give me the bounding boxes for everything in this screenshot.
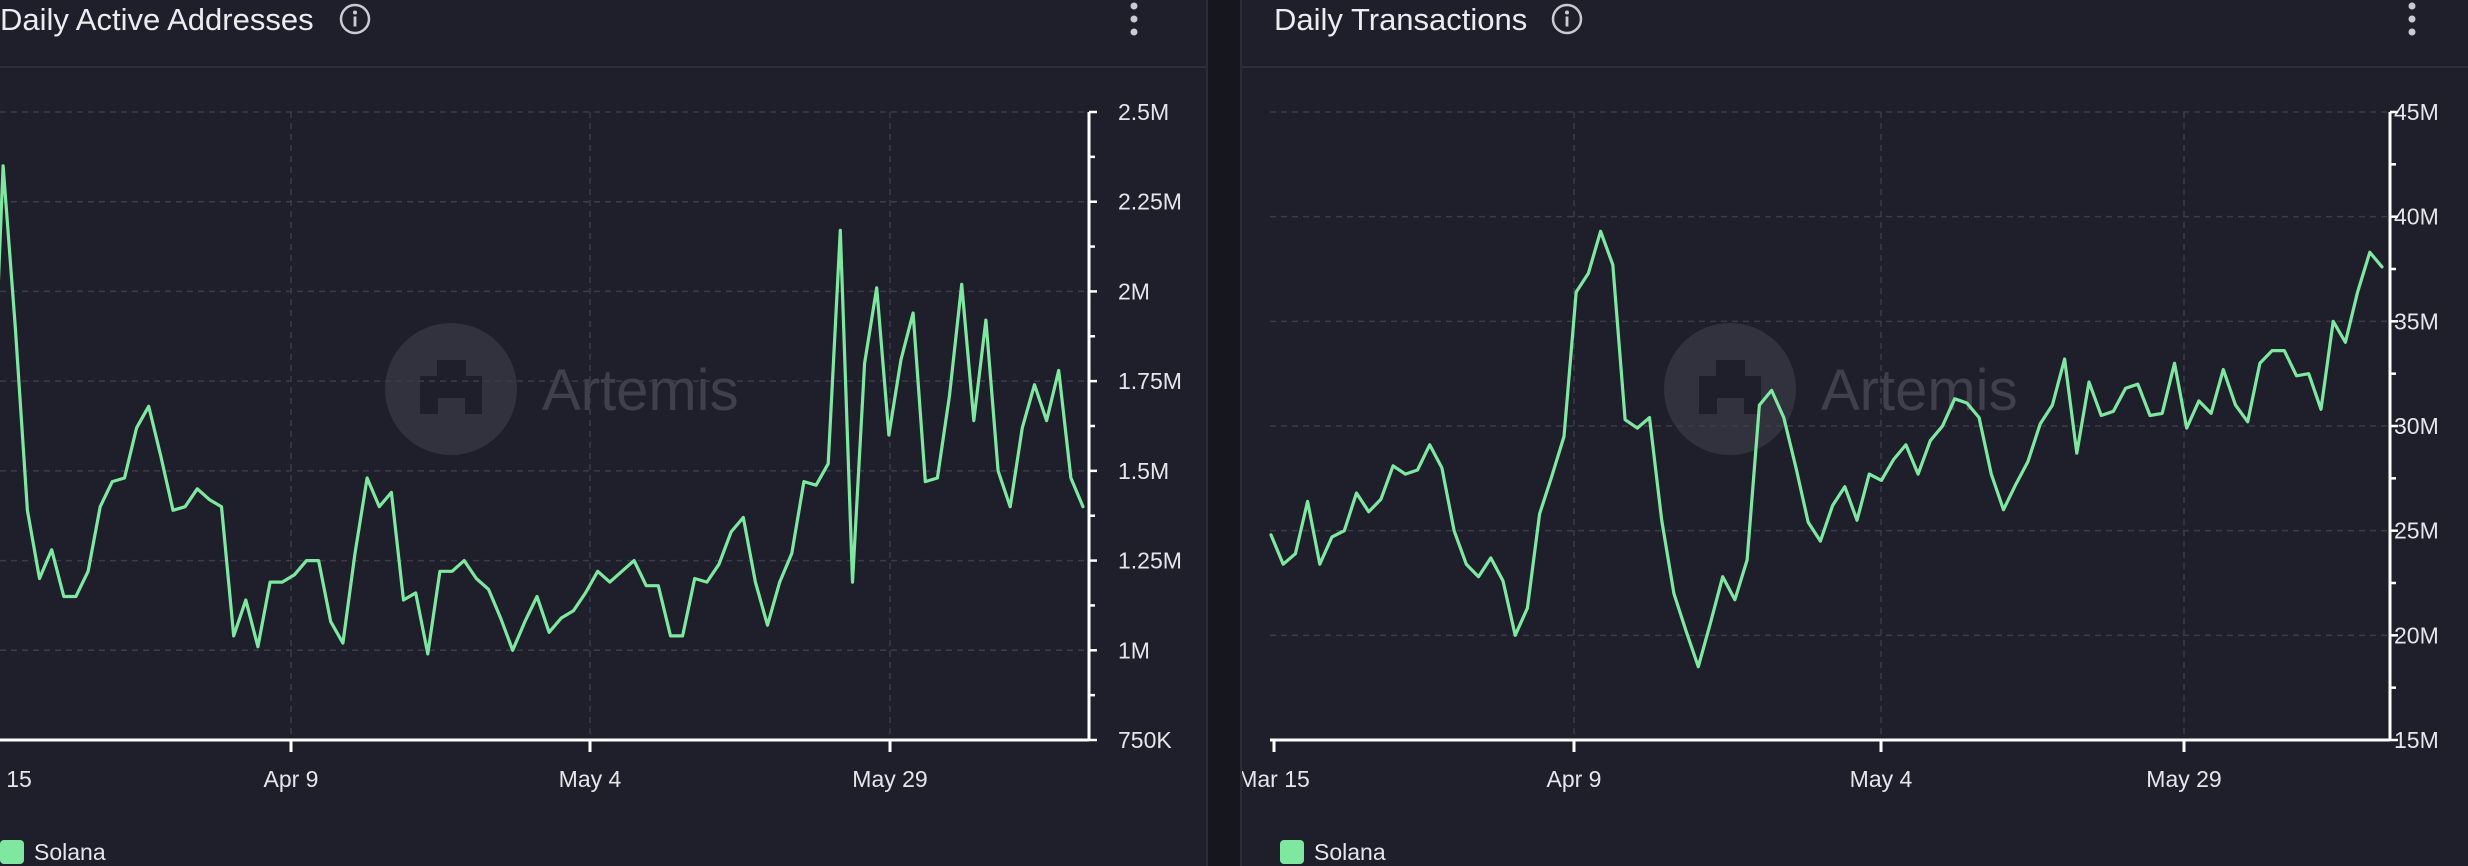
y-tick-label: 2M [1118, 278, 1150, 304]
y-tick-label: 2.5M [1118, 99, 1169, 125]
y-tick-label: 30M [2394, 413, 2439, 439]
kebab-menu-icon[interactable] [1126, 0, 1142, 38]
y-tick-label: 35M [2394, 308, 2439, 334]
panel-title: Daily Transactions [1274, 2, 1528, 37]
y-tick-label: 25M [2394, 518, 2439, 544]
daily-transactions-panel: Daily Transactions Artemis 15M 20M 25M 30M 3… [1240, 0, 2468, 866]
x-tick-label: May 29 [2146, 766, 2221, 792]
x-tick-label: May 29 [852, 766, 927, 792]
daily-active-addresses-chart: Artemis 750K 1M 1.25M 1.5M 1.75M 2M 2.25M 2.5M M… [0, 99, 1182, 792]
legend-swatch [0, 840, 24, 864]
legend-swatch [1280, 840, 1304, 864]
daily-active-addresses-panel: Daily Active Addresses Artemis 750K 1M 1.2… [0, 0, 1208, 866]
watermark-text: Artemis [1821, 358, 2018, 423]
y-tick-label: 1.5M [1118, 458, 1169, 484]
legend[interactable]: Solana [0, 838, 106, 866]
legend-label: Solana [34, 838, 106, 865]
artemis-logo-mark [1699, 360, 1761, 414]
panel-header: Daily Transactions [1242, 0, 2468, 68]
x-tick-label: May 4 [559, 766, 622, 792]
artemis-logo-mark [420, 360, 482, 414]
x-tick-label: Mar 15 [0, 766, 32, 792]
panel-header: Daily Active Addresses [0, 0, 1206, 68]
daily-transactions-chart: Artemis 15M 20M 25M 30M 35M 40M 45M Mar 15 Apr 9… [1242, 99, 2439, 792]
series-line-solana [0, 164, 1085, 656]
y-tick-label: 1.75M [1118, 368, 1182, 394]
legend-label: Solana [1314, 838, 1386, 865]
y-tick-label: 1.25M [1118, 548, 1182, 574]
y-tick-label: 1M [1118, 637, 1150, 663]
artemis-watermark: Artemis [385, 323, 739, 455]
y-tick-label: 40M [2394, 204, 2439, 230]
y-tick-label: 2.25M [1118, 189, 1182, 215]
watermark-text: Artemis [542, 358, 739, 423]
x-tick-label: Apr 9 [264, 766, 319, 792]
info-icon[interactable] [338, 2, 372, 36]
y-tick-label: 750K [1118, 727, 1172, 753]
kebab-menu-icon[interactable] [2404, 0, 2420, 38]
x-tick-label: Mar 15 [1242, 766, 1310, 792]
y-tick-label: 20M [2394, 622, 2439, 648]
y-tick-label: 45M [2394, 99, 2439, 125]
panel-divider [1208, 0, 1240, 866]
info-icon[interactable] [1550, 2, 1584, 36]
x-tick-label: May 4 [1850, 766, 1913, 792]
x-tick-label: Apr 9 [1547, 766, 1602, 792]
artemis-watermark: Artemis [1664, 323, 2018, 455]
y-tick-label: 15M [2394, 727, 2439, 753]
panel-title: Daily Active Addresses [0, 2, 314, 37]
series-line-solana [1269, 229, 2384, 669]
legend[interactable]: Solana [1280, 838, 1386, 866]
